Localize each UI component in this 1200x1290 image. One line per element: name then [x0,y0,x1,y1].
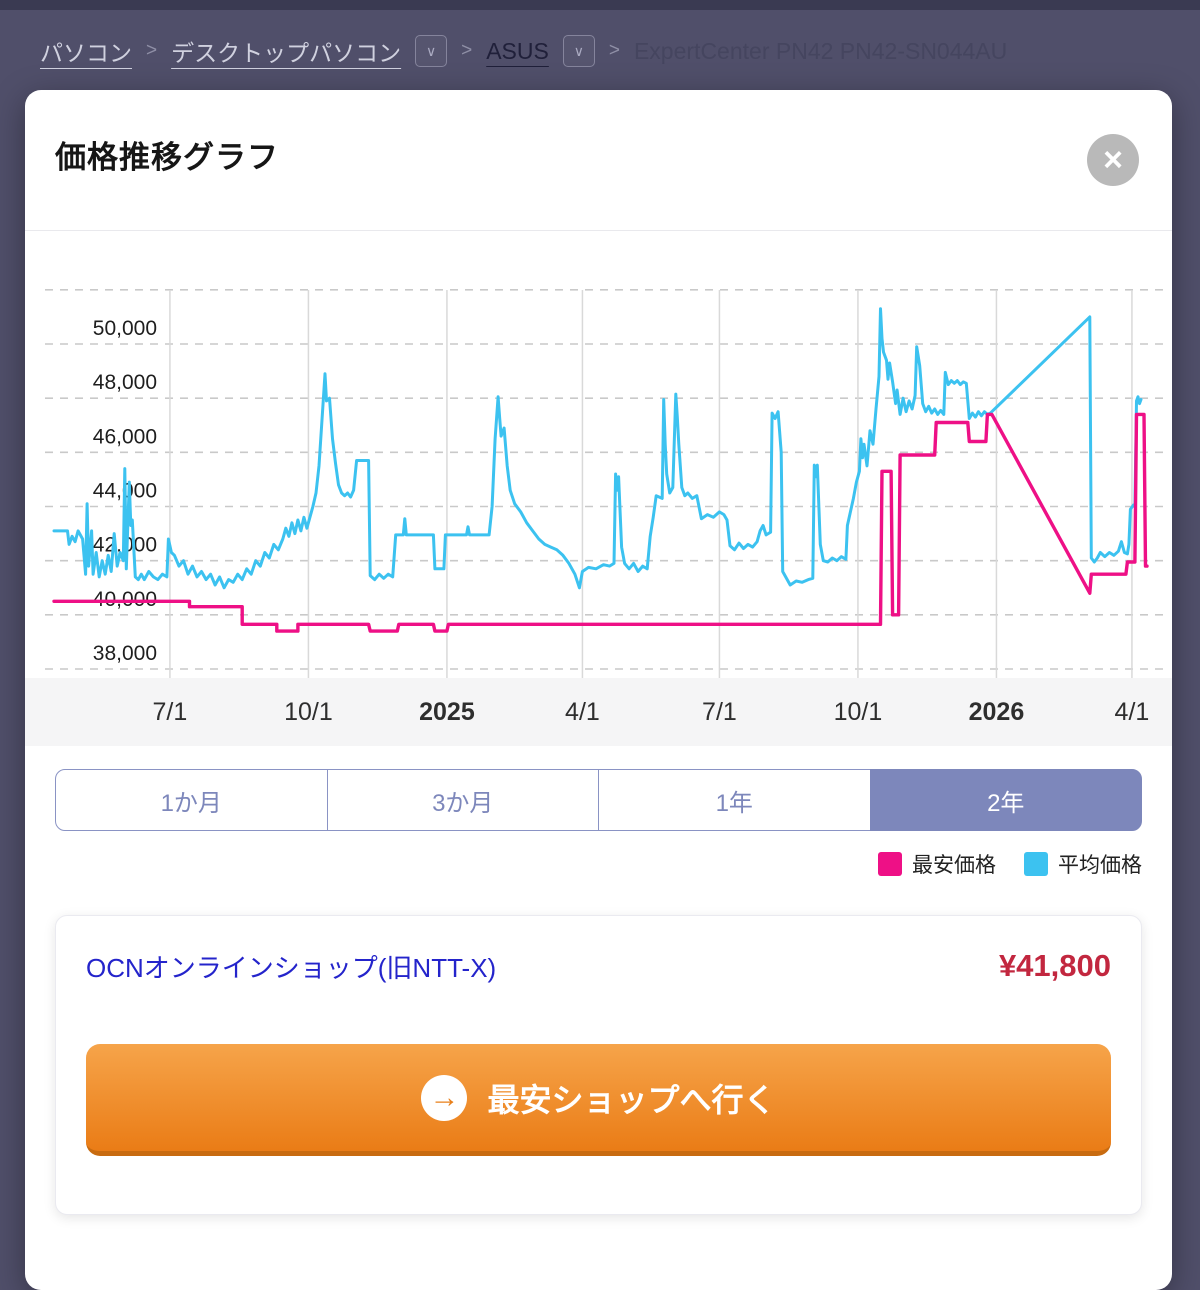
legend-label: 最安価格 [912,854,996,877]
shop-row: OCNオンラインショップ(旧NTT-X) ¥41,800 [86,944,1111,988]
lowest-price-shop-card: OCNオンラインショップ(旧NTT-X) ¥41,800 → 最安ショップへ行く [55,915,1142,1215]
time-range-selector: 1か月 3か月 1年 2年 [55,769,1142,831]
breadcrumb-separator: > [146,40,158,61]
close-button[interactable]: × [1087,134,1139,186]
series-最安価格 [52,412,1149,633]
breadcrumb: パソコン > デスクトップパソコン ∨ > ASUS ∨ > ExpertCenter PN42… [40,30,1188,72]
y-axis-label: 46,000 [93,425,157,448]
breadcrumb-item[interactable]: ASUS [486,37,549,64]
chart-legend: 最安価格 平均価格 [55,849,1142,879]
breadcrumb-dropdown-button[interactable]: ∨ [415,35,448,67]
range-button-1か月[interactable]: 1か月 [55,769,328,831]
range-button-3か月[interactable]: 3か月 [326,769,599,831]
arrow-right-icon: → [421,1074,468,1121]
y-axis-label: 40,000 [93,588,157,611]
legend-swatch-icon [878,852,902,876]
shop-price: ¥41,800 [998,948,1111,983]
x-axis-strip [25,678,1172,746]
x-axis-label: 10/1 [834,698,883,726]
x-axis-label: 7/1 [702,698,737,726]
legend-item: 最安価格 [878,849,996,879]
x-axis-label: 4/1 [565,698,600,726]
breadcrumb-item: ExpertCenter PN42 PN42-SN044AU [633,37,1008,64]
legend-item: 平均価格 [1024,849,1142,879]
x-axis-label: 2026 [969,698,1025,726]
shop-name-link[interactable]: OCNオンラインショップ(旧NTT-X) [86,952,497,983]
price-history-chart: 50,00048,00046,00044,00042,00040,00038,0… [25,289,1172,746]
chevron-down-icon: ∨ [573,42,584,59]
page-title: 価格推移グラフ [55,140,279,175]
y-axis-label: 38,000 [93,642,157,665]
y-axis-label: 50,000 [93,317,157,340]
x-axis-label: 2025 [419,698,475,726]
range-button-1年[interactable]: 1年 [598,769,871,831]
breadcrumb-separator: > [608,40,620,61]
page-top-bar [0,0,1200,10]
legend-label: 平均価格 [1058,854,1142,877]
modal-header: 価格推移グラフ × [25,90,1172,231]
legend-swatch-icon [1024,852,1048,876]
range-button-2年[interactable]: 2年 [869,769,1142,831]
breadcrumb-separator: > [461,40,473,61]
series-平均価格 [52,307,1143,590]
x-axis-label: 10/1 [284,698,333,726]
breadcrumb-item[interactable]: パソコン [40,40,132,66]
x-axis-label: 7/1 [153,698,188,726]
y-axis-label: 48,000 [93,371,157,394]
chevron-down-icon: ∨ [425,42,437,59]
breadcrumb-dropdown-button[interactable]: ∨ [562,35,595,67]
breadcrumb-item[interactable]: デスクトップパソコン [171,40,402,66]
x-axis-label: 4/1 [1115,698,1150,726]
close-icon: × [1103,141,1123,179]
price-history-modal: 価格推移グラフ × 50,000 48,000 46,000 44,000 42,000… [25,90,1172,1290]
go-to-shop-label: 最安ショップへ行く [487,1081,776,1118]
go-to-shop-button[interactable]: → 最安ショップへ行く [86,1044,1111,1156]
